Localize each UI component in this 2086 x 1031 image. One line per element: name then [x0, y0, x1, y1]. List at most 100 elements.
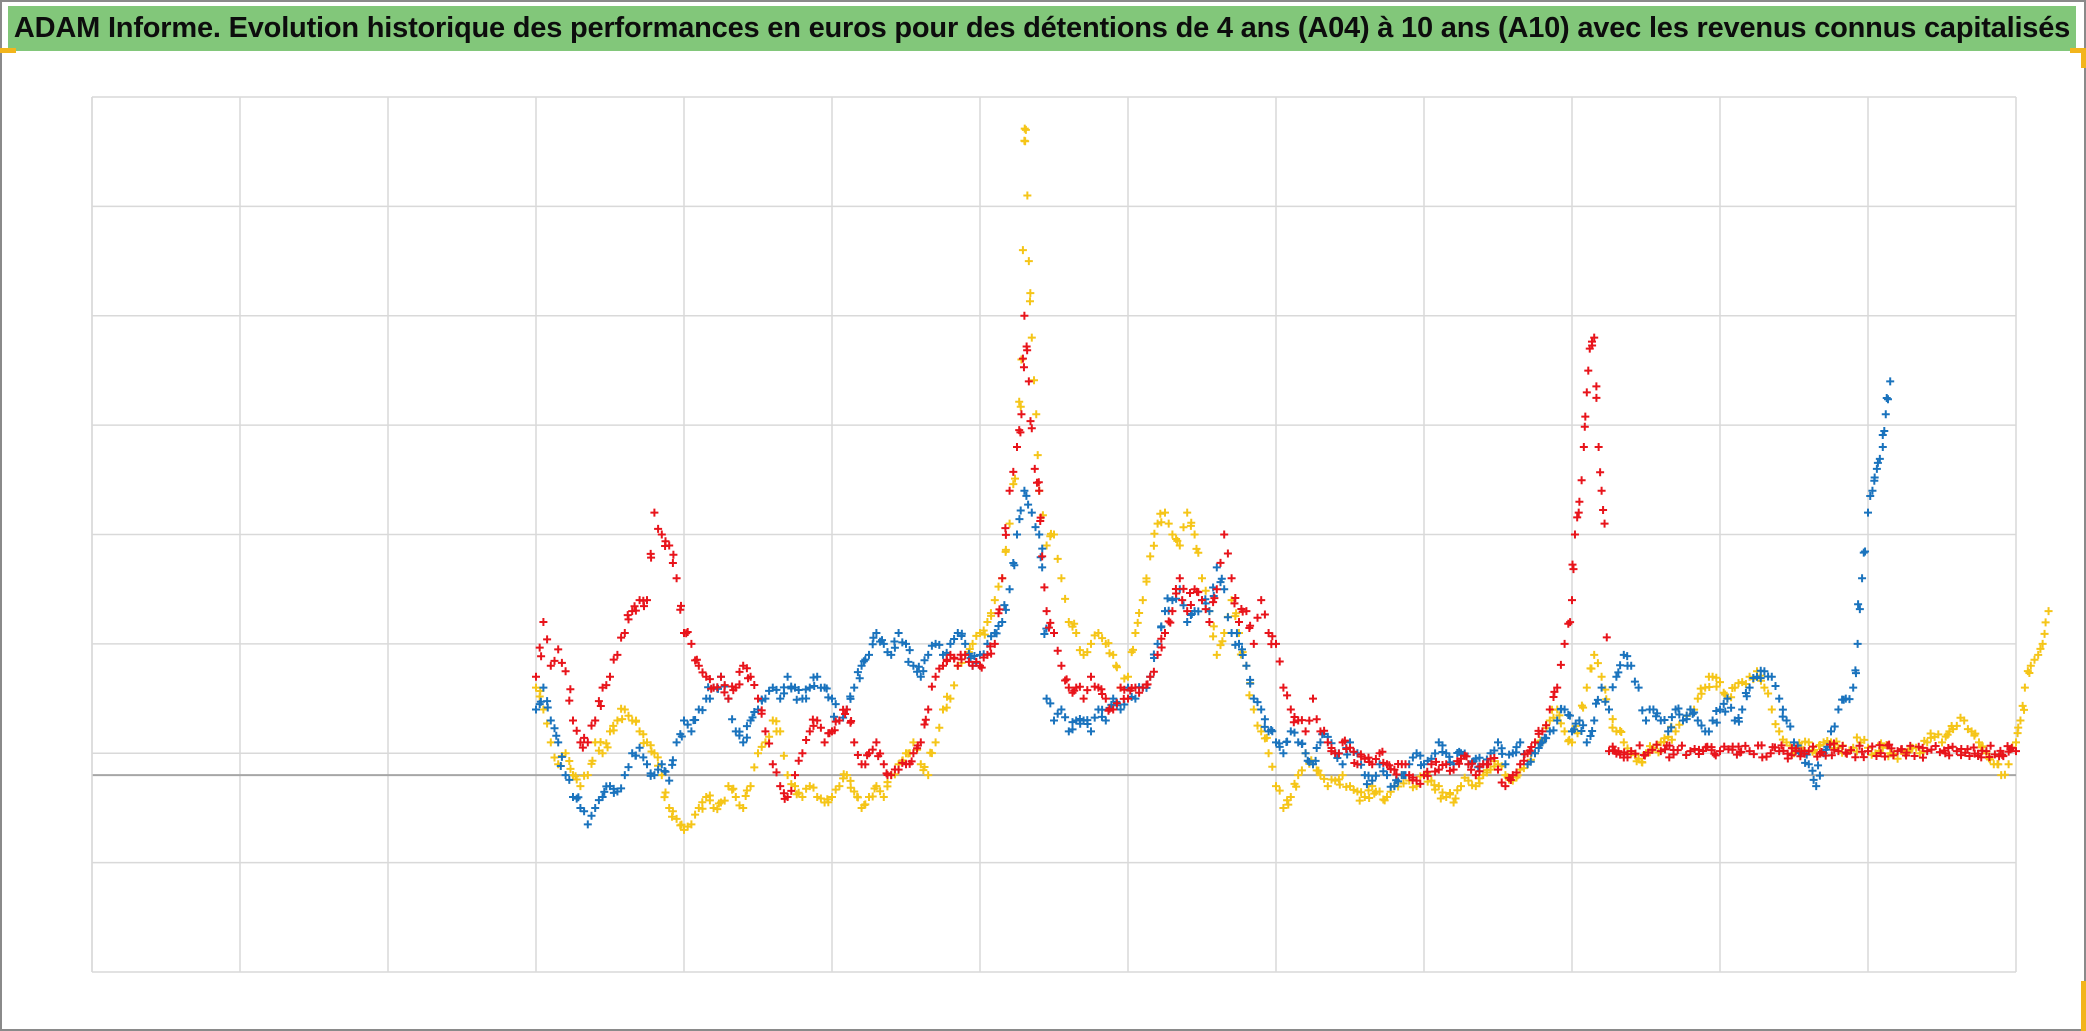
data-point [1253, 698, 1262, 707]
data-point [1778, 712, 1787, 721]
data-point [942, 703, 951, 712]
data-point [1868, 742, 1877, 751]
data-point [606, 672, 614, 681]
data-point [668, 812, 677, 821]
data-point [1858, 574, 1867, 583]
data-point [1001, 547, 1010, 556]
data-point [1770, 743, 1779, 752]
data-point [1316, 738, 1325, 747]
data-point [1138, 596, 1147, 605]
data-point [539, 705, 548, 714]
data-point [1519, 764, 1528, 773]
data-point [602, 681, 611, 690]
data-point [1753, 672, 1761, 681]
data-point [1845, 695, 1854, 704]
data-point [1851, 669, 1860, 678]
data-point [587, 811, 596, 820]
data-point [583, 771, 592, 780]
data-point [1682, 750, 1691, 759]
data-point [1665, 753, 1674, 762]
data-point [1556, 660, 1565, 669]
data-point [1068, 725, 1077, 734]
data-point [972, 657, 981, 666]
data-point [552, 731, 561, 740]
data-point [1017, 410, 1026, 419]
data-point [1886, 377, 1895, 386]
data-point [1168, 530, 1177, 539]
data-point [1036, 516, 1045, 525]
data-point [1952, 747, 1961, 756]
data-point [1804, 738, 1813, 747]
data-point [791, 771, 799, 780]
data-point [1104, 639, 1113, 648]
data-point [1679, 716, 1687, 725]
data-point [950, 635, 959, 644]
data-point [1061, 713, 1070, 722]
data-point [1044, 623, 1053, 632]
data-point [1279, 749, 1288, 758]
data-point [1279, 803, 1288, 812]
data-point [1860, 735, 1869, 744]
data-point [1915, 749, 1924, 758]
data-point [1814, 761, 1823, 770]
data-point [2016, 716, 2025, 725]
data-point [1484, 760, 1493, 769]
data-point [1809, 775, 1818, 784]
data-point [1268, 632, 1277, 641]
data-point [1027, 424, 1036, 433]
data-point [957, 629, 966, 638]
data-point [1334, 749, 1343, 758]
data-point [705, 675, 714, 684]
data-point [883, 782, 892, 791]
data-point [1094, 628, 1103, 637]
data-point [609, 721, 618, 730]
data-point [1021, 137, 1030, 146]
data-point [546, 661, 555, 670]
data-point [1253, 721, 1262, 730]
data-point [953, 661, 962, 670]
data-point [1064, 683, 1073, 692]
data-point [1212, 563, 1221, 572]
data-point [1126, 686, 1135, 695]
data-point [1590, 650, 1599, 659]
data-point [1775, 694, 1784, 703]
data-point [1527, 742, 1536, 751]
data-point [1708, 672, 1717, 681]
data-point [1062, 675, 1071, 684]
data-point [835, 716, 844, 725]
data-point [1370, 789, 1379, 798]
data-point [1260, 610, 1269, 619]
data-point [1438, 788, 1447, 797]
data-point [904, 657, 913, 666]
data-point [1516, 738, 1525, 747]
data-point [1173, 536, 1182, 545]
data-point [1009, 467, 1018, 476]
data-point [1335, 780, 1344, 789]
data-point [639, 753, 648, 762]
data-point [995, 605, 1004, 614]
data-point [1614, 747, 1623, 756]
data-point [1001, 524, 1010, 533]
data-point [1434, 782, 1443, 791]
data-point [831, 717, 840, 726]
data-point [1490, 746, 1499, 755]
data-point [1704, 727, 1713, 736]
data-point [1777, 741, 1786, 750]
data-point [1349, 785, 1358, 794]
data-point [1053, 554, 1062, 563]
data-point [1024, 257, 1033, 266]
data-point [1762, 752, 1771, 761]
data-point [1579, 443, 1588, 451]
data-point [1015, 397, 1024, 406]
data-point [979, 626, 988, 635]
data-point [761, 694, 770, 703]
data-point [765, 739, 774, 748]
data-point [802, 694, 811, 703]
data-point [1852, 733, 1861, 742]
data-point [879, 760, 888, 769]
data-point [1392, 770, 1401, 779]
data-point [1245, 691, 1254, 700]
data-point [1660, 716, 1669, 725]
data-point [831, 700, 840, 709]
data-point [1467, 765, 1476, 774]
